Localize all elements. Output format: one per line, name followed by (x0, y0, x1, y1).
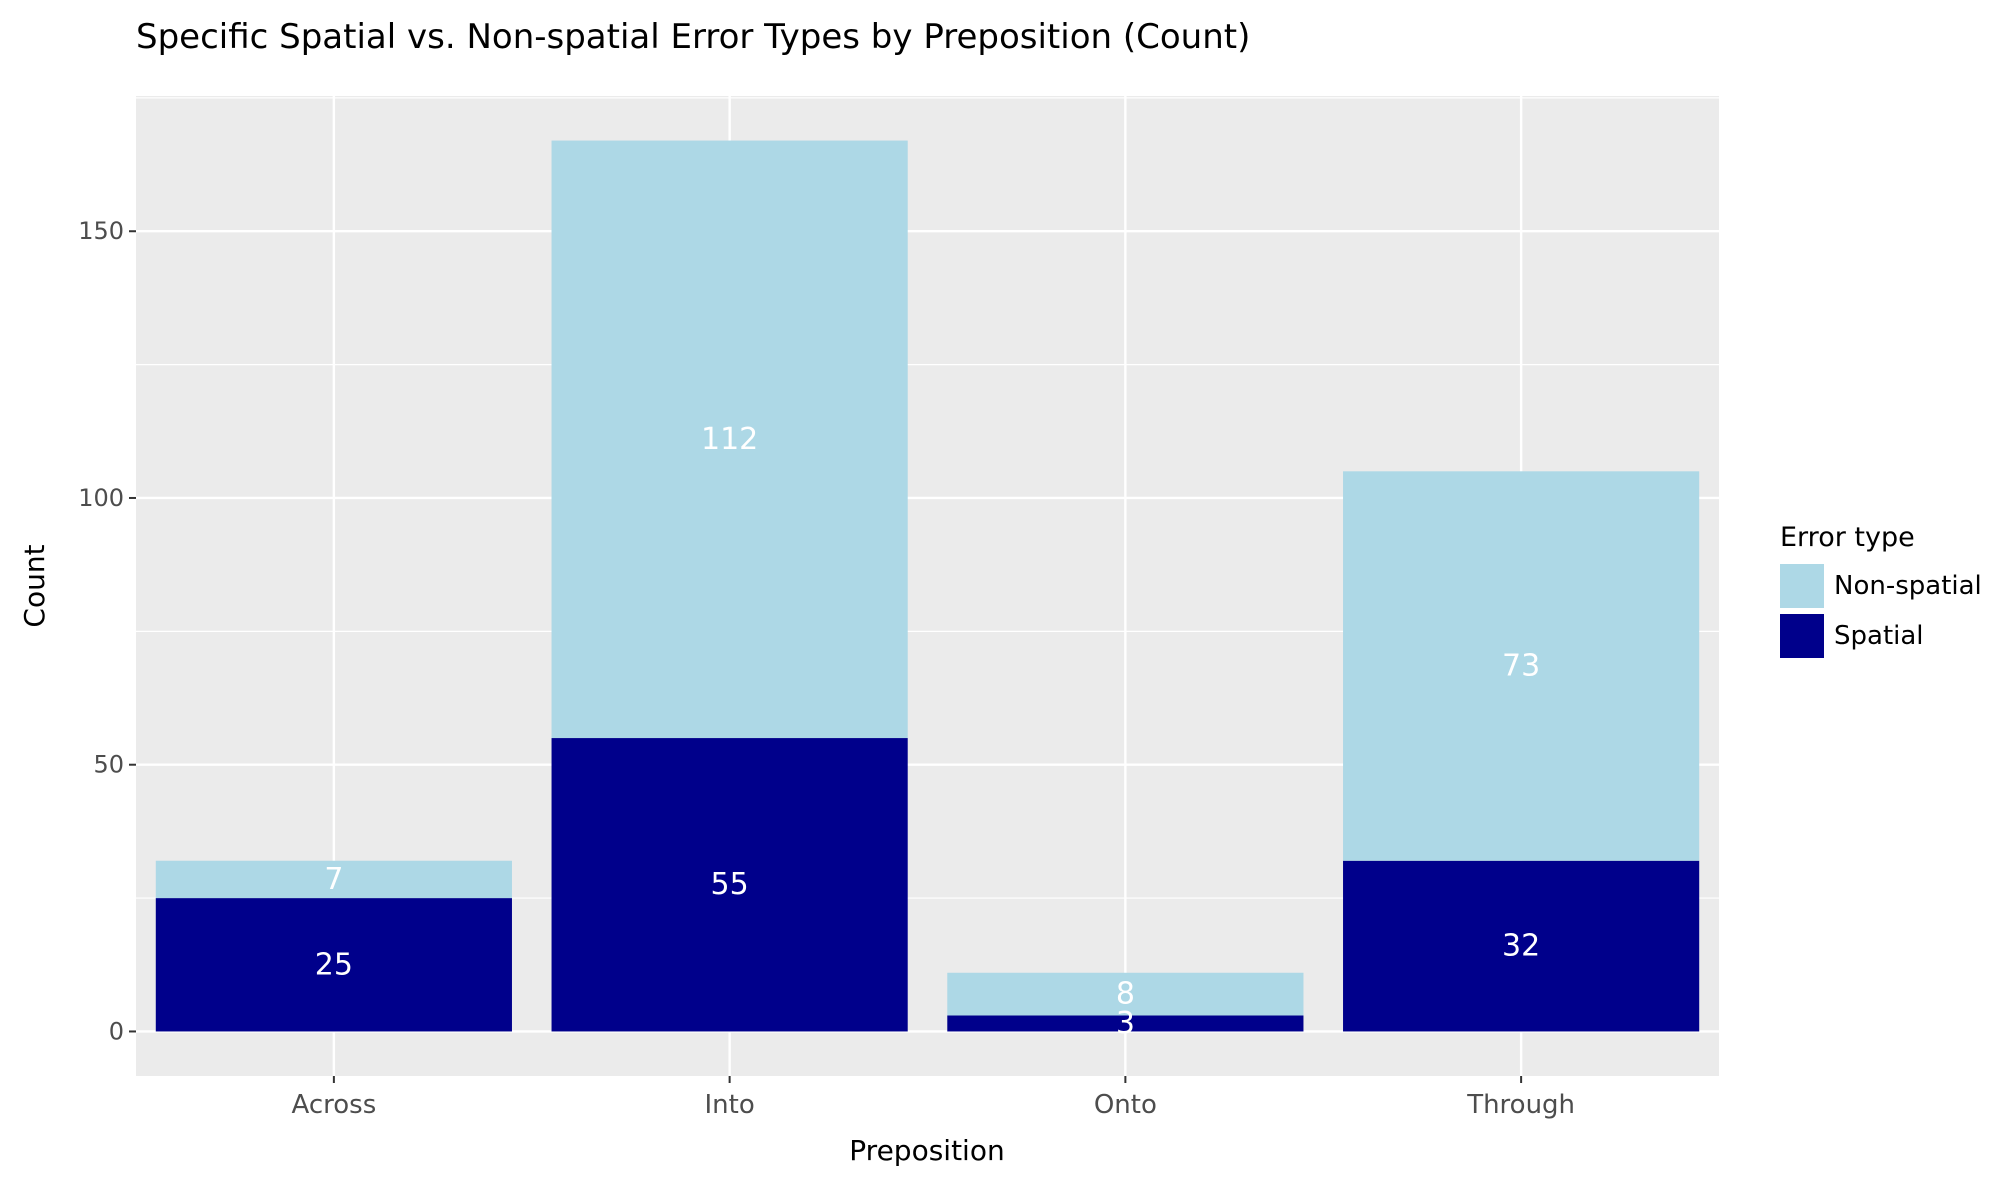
legend-label: Non-spatial (1834, 571, 1982, 601)
data-label: 8 (1116, 977, 1135, 1012)
legend-title: Error type (1780, 522, 1915, 553)
chart-title: Specific Spatial vs. Non-spatial Error T… (136, 17, 1250, 57)
x-axis-label: Preposition (849, 1134, 1004, 1167)
bar-labels: 25 7 55 112 38 32 73 (315, 422, 1540, 1041)
legend-label: Spatial (1834, 621, 1924, 651)
data-label: 73 (1502, 649, 1540, 684)
bar-non-spatial-through (1343, 471, 1700, 861)
y-tick-label: 150 (78, 217, 124, 245)
legend-key (1780, 614, 1824, 658)
x-tick-label: Onto (1094, 1090, 1157, 1120)
y-tick-label: 100 (78, 484, 124, 512)
y-tick-label: 50 (93, 751, 124, 779)
y-axis-label: Count (18, 544, 51, 627)
bar-non-spatial-onto (947, 972, 1304, 1016)
bar-spatial-across (155, 898, 512, 1032)
legend: Error type Non-spatial Spatial (1780, 522, 1982, 658)
bars (155, 140, 1700, 1032)
bar-non-spatial-across (155, 860, 512, 899)
data-label: 55 (711, 867, 749, 902)
x-tick-label: Into (705, 1090, 755, 1120)
data-label: 112 (701, 422, 758, 457)
bar-spatial-into (551, 738, 908, 1032)
bar-spatial-onto (947, 1015, 1304, 1032)
data-label: 32 (1502, 929, 1540, 964)
legend-key (1780, 564, 1824, 608)
x-tick-label: Across (292, 1090, 377, 1120)
x-axis: Across Into Onto Through (292, 1076, 1575, 1120)
legend-items: Non-spatial Spatial (1780, 564, 1982, 658)
data-label: 3 (1116, 1006, 1135, 1041)
y-tick-label: 0 (109, 1017, 124, 1045)
x-tick-label: Through (1466, 1090, 1575, 1120)
bar-spatial-through (1343, 860, 1700, 1032)
data-label: 25 (315, 947, 353, 982)
bar-non-spatial-into (551, 140, 908, 739)
y-axis: 0 50 100 150 (78, 217, 136, 1045)
data-label: 7 (324, 862, 343, 897)
